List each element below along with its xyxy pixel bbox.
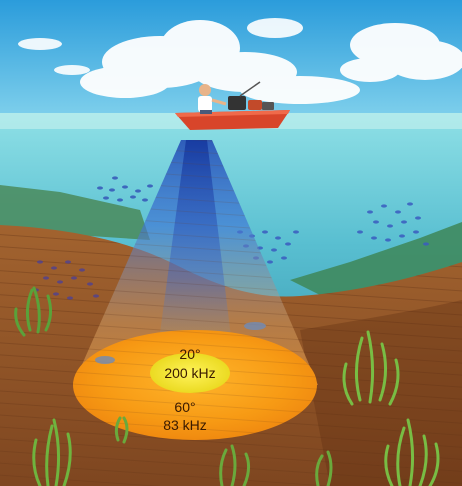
fisherman-icon (198, 84, 227, 114)
cloud-icon (80, 20, 360, 104)
seaweed-icon (114, 416, 333, 486)
fish-school-icon (97, 176, 153, 202)
cloud-icon (340, 23, 462, 82)
left-bank (0, 185, 150, 240)
fish-school-icon (33, 260, 99, 300)
seaweed-icon (384, 418, 440, 486)
boat-icon (175, 81, 290, 130)
narrow-beam-frequency: 200 kHz (164, 365, 215, 381)
wide-beam-frequency: 83 kHz (163, 417, 207, 433)
seaweed-icon (32, 418, 72, 486)
narrow-beam-footprint (150, 353, 230, 393)
fish-school-icon (357, 202, 429, 246)
wide-beam-angle: 60° (174, 399, 195, 415)
seaweed-icon (342, 330, 400, 406)
cloud-icon (18, 18, 303, 75)
seaweed-icon (14, 286, 53, 337)
narrow-beam-angle: 20° (179, 346, 200, 362)
